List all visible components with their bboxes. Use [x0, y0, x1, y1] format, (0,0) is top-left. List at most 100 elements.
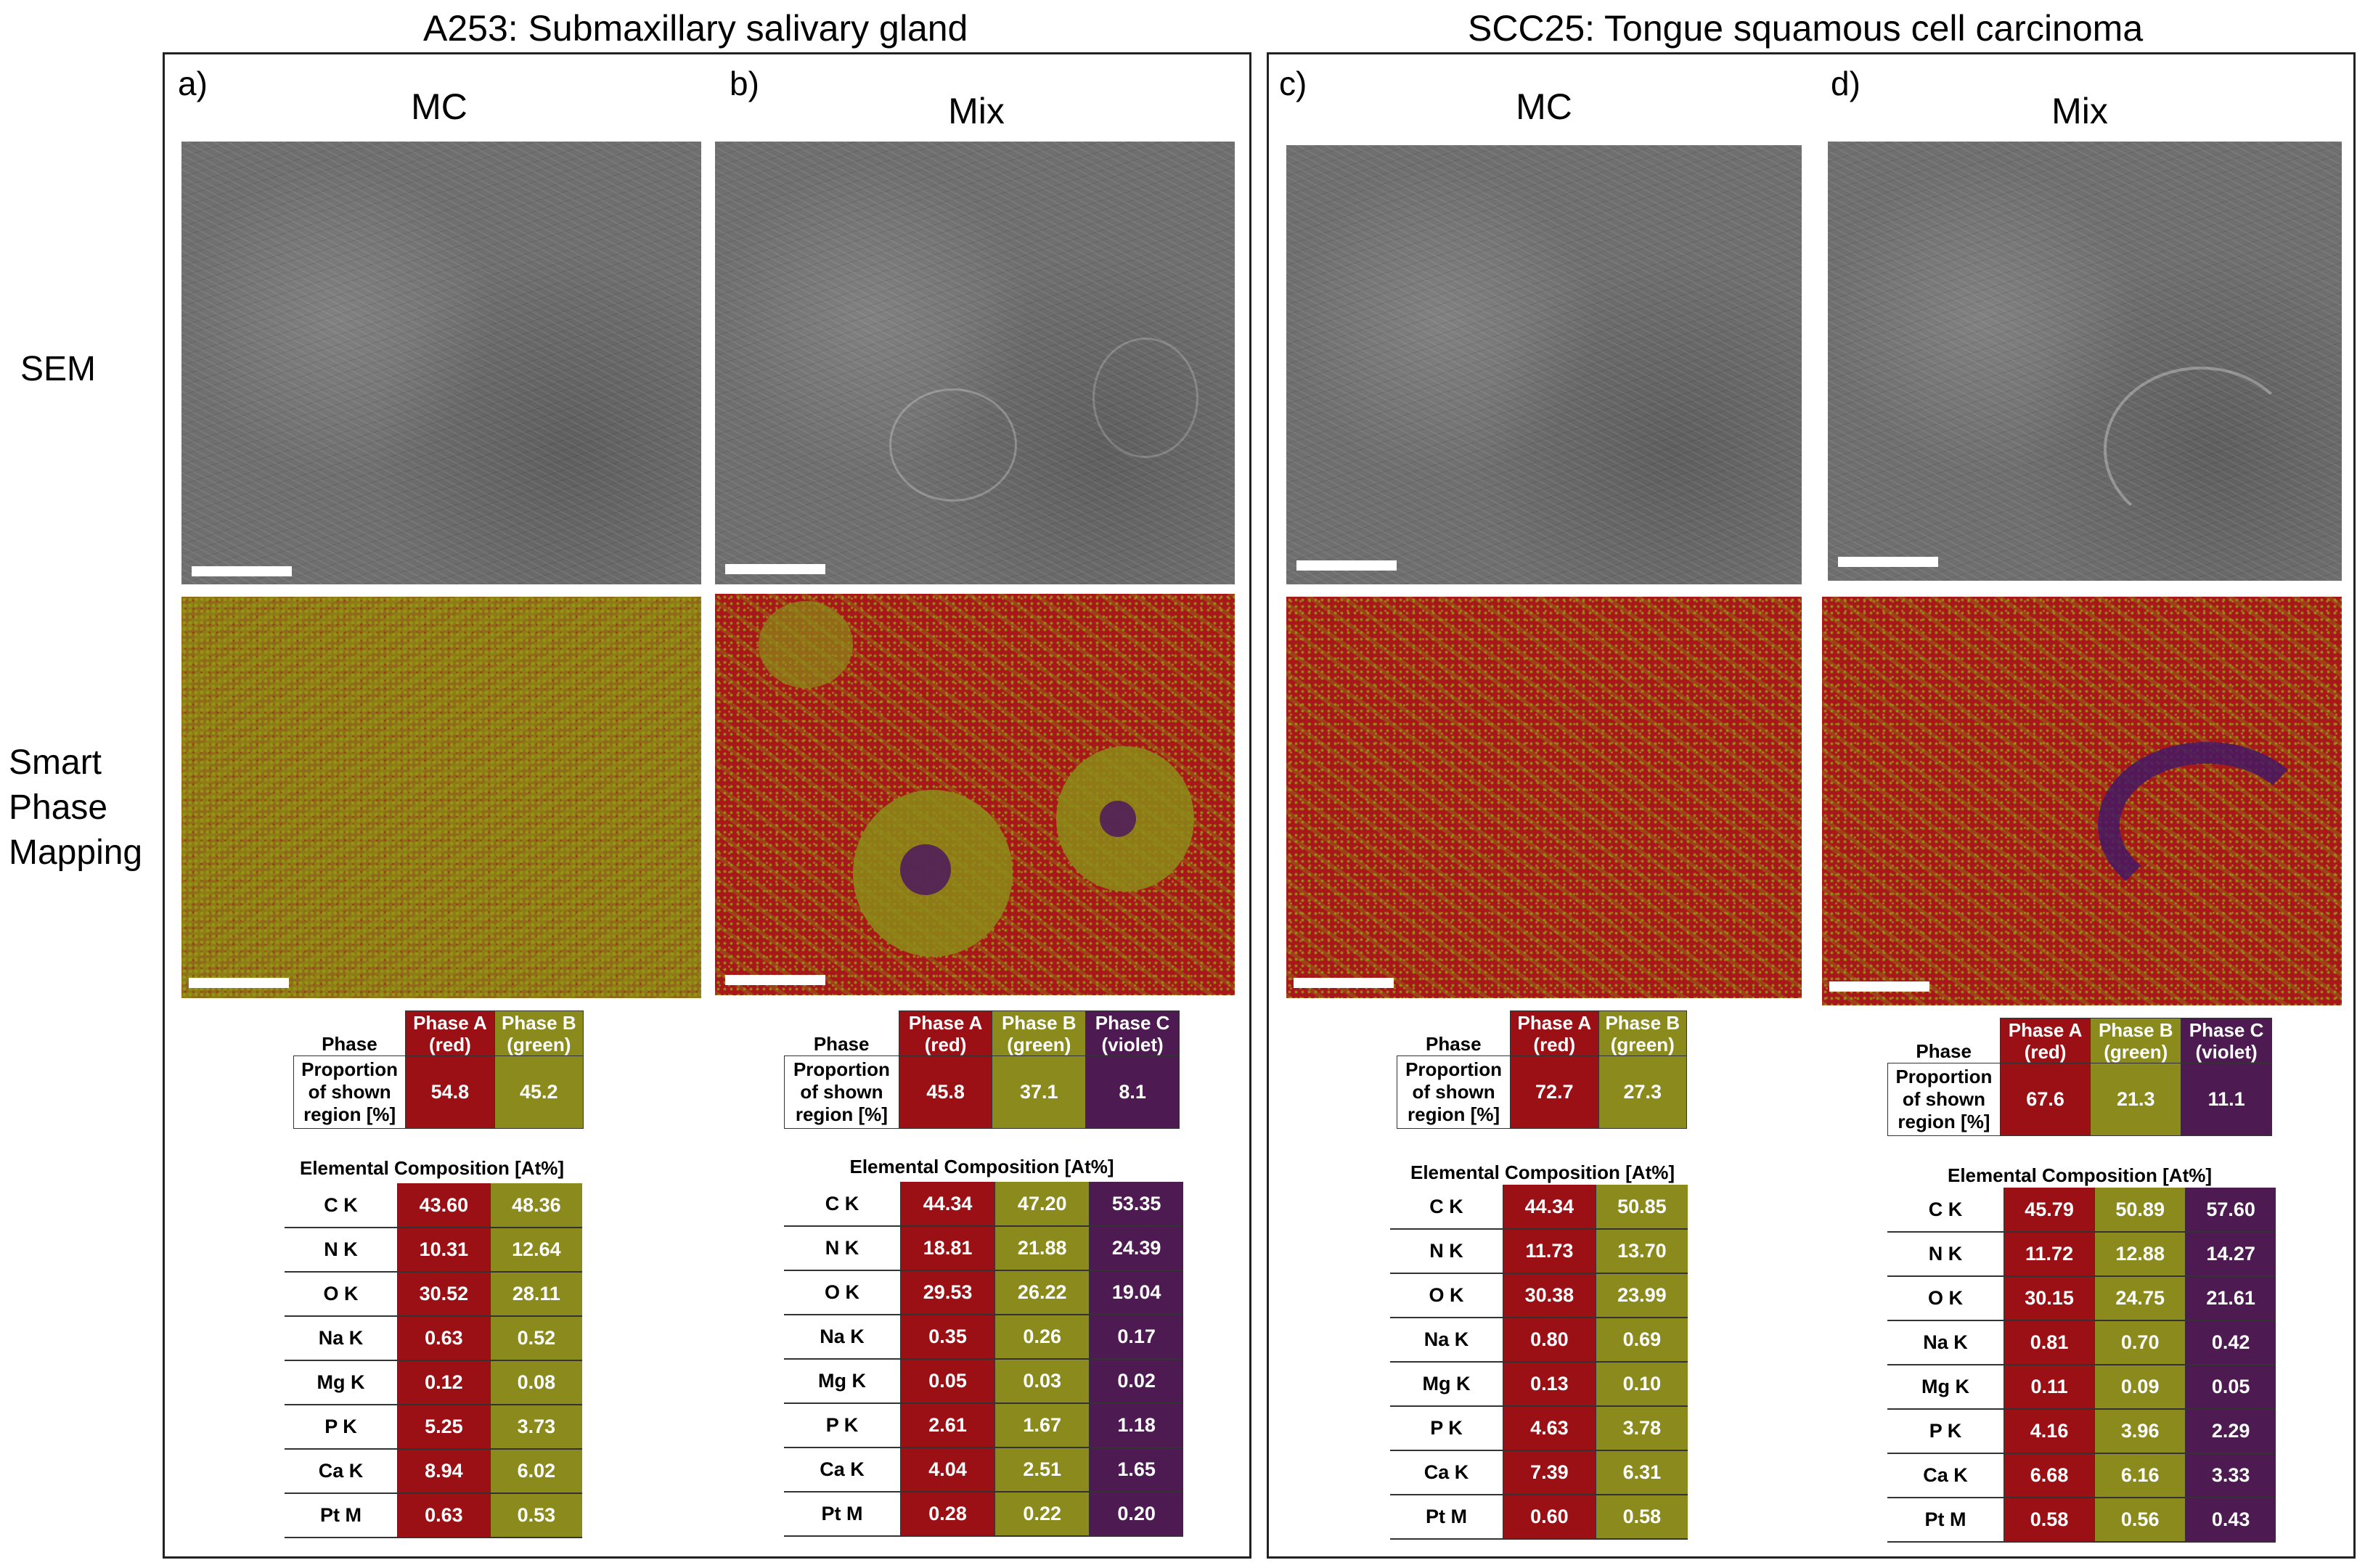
composition-phase-b: 0.52: [489, 1316, 582, 1361]
phase-header-label: Phase: [1887, 1018, 2001, 1063]
composition-phase-a: 10.31: [397, 1228, 491, 1273]
element-label: O K: [1887, 1276, 2004, 1321]
composition-phase-c: 0.43: [2185, 1498, 2276, 1543]
sem-image-b: [715, 142, 1235, 584]
composition-phase-a: 30.52: [397, 1272, 491, 1317]
composition-phase-b: 0.26: [994, 1315, 1090, 1360]
group-title-a253: A253: Submaxillary salivary gland: [423, 8, 968, 49]
table-row: P K 4.63 3.78: [1390, 1406, 1688, 1451]
proportion-phase-a: 45.8: [898, 1055, 993, 1129]
element-label: Ca K: [285, 1449, 398, 1494]
element-label: Na K: [1390, 1318, 1503, 1363]
composition-phase-a: 8.94: [397, 1449, 491, 1494]
phase-table-b: Phase Phase A (red) Phase B (green) Phase …: [784, 1010, 1180, 1129]
element-label: P K: [1887, 1409, 2004, 1454]
proportion-label: Proportion of shown region [%]: [1396, 1055, 1511, 1129]
composition-phase-a: 0.28: [899, 1492, 995, 1537]
phase-a-header: Phase A (red): [1510, 1010, 1599, 1056]
composition-phase-a: 43.60: [397, 1183, 491, 1228]
table-row: P K 5.25 3.73: [285, 1405, 582, 1450]
sem-feature: [1092, 338, 1198, 458]
composition-phase-b: 13.70: [1595, 1229, 1688, 1274]
composition-phase-b: 23.99: [1595, 1273, 1688, 1318]
composition-phase-b: 47.20: [994, 1182, 1090, 1227]
element-label: C K: [285, 1183, 398, 1228]
spm-phase-c-region: [900, 844, 951, 895]
sem-feature: [889, 388, 1017, 502]
proportion-label: Proportion of shown region [%]: [784, 1055, 899, 1129]
composition-phase-b: 6.31: [1595, 1450, 1688, 1495]
element-label: O K: [784, 1270, 901, 1315]
composition-phase-a: 0.63: [397, 1493, 491, 1538]
composition-phase-a: 4.16: [2003, 1409, 2095, 1454]
composition-phase-a: 44.34: [899, 1182, 995, 1227]
element-label: C K: [784, 1182, 901, 1227]
element-label: N K: [784, 1226, 901, 1271]
composition-phase-b: 3.96: [2094, 1409, 2186, 1454]
composition-phase-a: 0.81: [2003, 1320, 2095, 1365]
phase-table-a: Phase Phase A (red) Phase B (green) Propor…: [293, 1010, 584, 1129]
scale-bar: [192, 566, 292, 576]
table-row: Pt M 0.60 0.58: [1390, 1495, 1688, 1540]
composition-phase-b: 0.08: [489, 1360, 582, 1405]
composition-phase-b: 28.11: [489, 1272, 582, 1317]
phase-b-header: Phase B (green): [494, 1010, 584, 1056]
table-row: C K 43.60 48.36: [285, 1183, 582, 1228]
composition-phase-c: 0.05: [2185, 1365, 2276, 1410]
table-row: C K 44.34 47.20 53.35: [784, 1182, 1183, 1227]
panel-condition-d: Mix: [2051, 91, 2108, 131]
spm-phase-c-region: [1100, 801, 1136, 837]
phase-a-header: Phase A (red): [405, 1010, 495, 1056]
phase-c-header: Phase C (violet): [2181, 1018, 2272, 1063]
table-row: Ca K 4.04 2.51 1.65: [784, 1447, 1183, 1493]
composition-phase-c: 19.04: [1089, 1270, 1183, 1315]
composition-phase-a: 18.81: [899, 1226, 995, 1271]
table-row: N K 10.31 12.64: [285, 1228, 582, 1273]
panel-letter-a: a): [178, 65, 208, 102]
composition-phase-b: 50.89: [2094, 1188, 2186, 1233]
element-label: C K: [1390, 1185, 1503, 1230]
element-label: Mg K: [1390, 1362, 1503, 1407]
elemental-title-d: Elemental Composition [At%]: [1947, 1164, 2212, 1186]
composition-phase-b: 3.78: [1595, 1406, 1688, 1451]
phase-b-header: Phase B (green): [1598, 1010, 1688, 1056]
phase-b-header: Phase B (green): [992, 1010, 1087, 1056]
proportion-phase-a: 54.8: [405, 1055, 495, 1129]
composition-phase-a: 29.53: [899, 1270, 995, 1315]
composition-phase-b: 21.88: [994, 1226, 1090, 1271]
composition-phase-a: 0.63: [397, 1316, 491, 1361]
table-row: P K 2.61 1.67 1.18: [784, 1403, 1183, 1448]
elemental-title-b: Elemental Composition [At%]: [849, 1156, 1114, 1177]
composition-phase-c: 3.33: [2185, 1453, 2276, 1498]
composition-phase-b: 0.58: [1595, 1495, 1688, 1540]
element-label: P K: [784, 1403, 901, 1448]
spm-phase-c-region: [2098, 742, 2316, 909]
composition-phase-a: 0.11: [2003, 1365, 2095, 1410]
panel-letter-c: c): [1279, 65, 1307, 102]
element-label: Ca K: [784, 1447, 901, 1493]
composition-phase-b: 2.51: [994, 1447, 1090, 1493]
composition-phase-b: 0.03: [994, 1359, 1090, 1404]
group-box-a253: [163, 52, 1251, 1559]
sem-image-a: [181, 142, 701, 584]
table-row: C K 44.34 50.85: [1390, 1185, 1688, 1230]
composition-phase-a: 45.79: [2003, 1188, 2095, 1233]
composition-phase-b: 24.75: [2094, 1276, 2186, 1321]
composition-phase-c: 0.42: [2185, 1320, 2276, 1365]
proportion-phase-c: 8.1: [1085, 1055, 1180, 1129]
scale-bar: [1296, 560, 1397, 571]
composition-phase-c: 14.27: [2185, 1232, 2276, 1277]
composition-phase-a: 5.25: [397, 1405, 491, 1450]
composition-phase-c: 2.29: [2185, 1409, 2276, 1454]
row-label-spm: Smart Phase Mapping: [9, 740, 142, 875]
proportion-phase-b: 21.3: [2090, 1063, 2182, 1136]
composition-phase-a: 2.61: [899, 1403, 995, 1448]
composition-phase-c: 21.61: [2185, 1276, 2276, 1321]
table-row: O K 30.15 24.75 21.61: [1887, 1276, 2276, 1321]
table-row: Na K 0.81 0.70 0.42: [1887, 1320, 2276, 1365]
element-label: Na K: [285, 1316, 398, 1361]
phase-header-label: Phase: [784, 1010, 899, 1056]
element-label: Pt M: [1887, 1498, 2004, 1543]
composition-phase-a: 0.58: [2003, 1498, 2095, 1543]
